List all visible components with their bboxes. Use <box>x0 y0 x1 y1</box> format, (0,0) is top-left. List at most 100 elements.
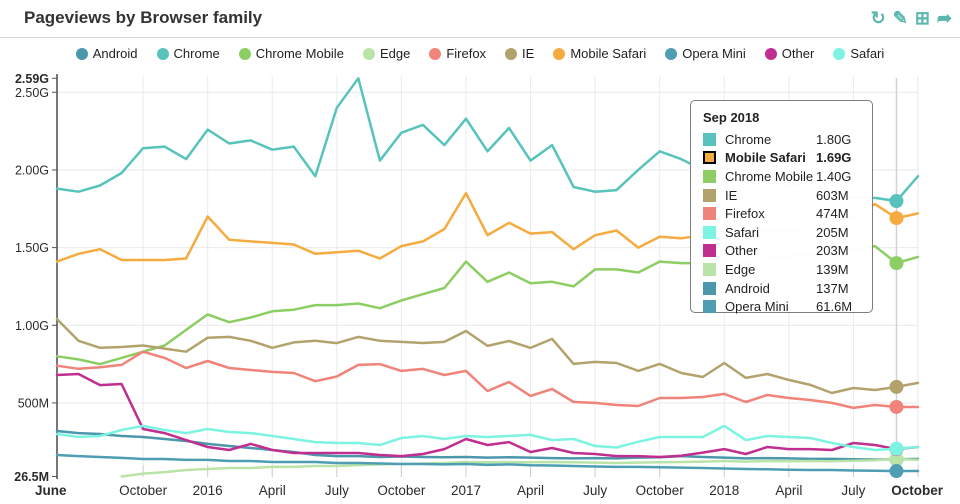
chart-toolbar: ↻ ✎ ⊞ ➦ <box>871 8 952 28</box>
legend-item-other[interactable]: Other <box>764 46 815 61</box>
hover-marker-edge <box>889 452 904 467</box>
legend-dot-ie <box>505 47 518 60</box>
x-axis-label: July <box>325 483 349 498</box>
chart-legend: Android Chrome Chrome Mobile Edge Firefox IE M… <box>0 46 960 61</box>
legend-item-chrome[interactable]: Chrome <box>156 46 220 61</box>
tooltip-title: Sep 2018 <box>703 110 760 125</box>
legend-item-ie[interactable]: IE <box>505 46 534 61</box>
x-axis-label: July <box>583 483 607 498</box>
x-axis-label: 2017 <box>451 483 481 498</box>
legend-label: Chrome <box>173 46 220 61</box>
tooltip-series-name: Chrome <box>725 131 772 147</box>
x-axis-label: June <box>35 483 67 498</box>
y-axis-label: 500M <box>18 396 49 410</box>
legend-dot-safari <box>833 47 846 60</box>
hover-marker-ie <box>889 379 904 394</box>
legend-item-firefox[interactable]: Firefox <box>429 46 486 61</box>
legend-dot-mobile-safari <box>553 47 566 60</box>
legend-dot-firefox <box>429 47 442 60</box>
tooltip-series-value: 139M <box>816 261 849 277</box>
legend-label: Mobile Safari <box>570 46 647 61</box>
legend-label: Chrome Mobile <box>255 46 344 61</box>
legend-label: Edge <box>379 46 411 61</box>
tooltip-swatch-edge <box>703 262 716 276</box>
x-axis-label: October <box>377 483 426 498</box>
legend-item-edge[interactable]: Edge <box>362 46 411 61</box>
legend-dot-chrome <box>156 47 169 60</box>
title-divider <box>0 37 960 38</box>
series-line-safari <box>55 424 920 452</box>
tooltip-series-name: IE <box>725 187 738 203</box>
legend-item-android[interactable]: Android <box>75 46 138 61</box>
tooltip-series-name: Android <box>725 280 770 296</box>
legend-dot-chrome-mobile <box>238 47 251 60</box>
series-line-other <box>55 372 920 459</box>
edit-pencil-icon[interactable]: ✎ <box>892 8 908 28</box>
y-axis-label: 2.50G <box>15 86 49 100</box>
series-line-firefox <box>55 350 920 410</box>
series-line-ie <box>55 317 920 395</box>
tooltip-series-value: 137M <box>816 280 849 296</box>
tooltip-series-name: Opera Mini <box>725 299 789 315</box>
tooltip-swatch-ie <box>703 188 716 202</box>
legend-dot-android <box>75 47 88 60</box>
data-table-icon[interactable]: ⊞ <box>914 8 930 28</box>
tooltip-swatch-firefox <box>703 207 716 221</box>
y-axis-label: 2.00G <box>15 163 49 177</box>
hover-marker-chrome <box>889 194 904 209</box>
series-line-opera-mini <box>55 453 920 473</box>
tooltip-row-chrome-mobile: Chrome Mobile 1.40G <box>701 167 862 186</box>
tooltip-series-name: Edge <box>725 261 756 277</box>
x-axis-label: April <box>259 483 286 498</box>
hover-marker-opera-mini <box>889 464 904 479</box>
tooltip-row-safari: Safari 205M <box>701 223 862 242</box>
legend-item-safari[interactable]: Safari <box>833 46 884 61</box>
legend-label: Opera Mini <box>682 46 746 61</box>
tooltip-row-chrome: Chrome 1.80G <box>701 130 862 149</box>
x-axis-label: 2016 <box>193 483 223 498</box>
tooltip-series-name: Firefox <box>725 206 765 222</box>
tooltip-swatch-chrome-mobile <box>703 169 716 183</box>
tooltip-series-value: 603M <box>816 187 849 203</box>
hover-marker-firefox <box>889 399 904 414</box>
page-title: Pageviews by Browser family <box>24 8 263 27</box>
tooltip-series-name: Mobile Safari <box>725 150 806 166</box>
series-line-edge <box>120 457 920 478</box>
tooltip-series-value: 1.69G <box>816 150 852 166</box>
legend-item-opera-mini[interactable]: Opera Mini <box>665 46 746 61</box>
tooltip-row-opera-mini: Opera Mini 61.6M <box>701 297 862 316</box>
tooltip-swatch-android <box>703 281 716 295</box>
tooltip-series-value: 203M <box>816 243 849 259</box>
series-line-android <box>55 429 920 461</box>
hover-marker-safari <box>889 441 904 456</box>
hover-marker-chrome-mobile <box>889 256 904 271</box>
tooltip-row-other: Other 203M <box>701 242 862 261</box>
tooltip-row-android: Android 137M <box>701 279 862 298</box>
y-axis-label: 26.5M <box>14 470 49 484</box>
refresh-icon[interactable]: ↻ <box>870 8 886 28</box>
tooltip-series-value: 1.40G <box>816 168 852 184</box>
hover-marker-mobile-safari <box>889 211 904 226</box>
x-axis-label: October <box>891 483 944 498</box>
x-axis-label: 2018 <box>709 483 739 498</box>
share-icon[interactable]: ➦ <box>936 8 952 28</box>
tooltip-series-value: 205M <box>816 224 849 240</box>
tooltip-row-mobile-safari: Mobile Safari 1.69G <box>701 149 862 168</box>
legend-label: IE <box>522 46 535 61</box>
legend-label: Safari <box>850 46 885 61</box>
hover-tooltip: Sep 2018 Chrome 1.80G Mobile Safari 1.69G Ch… <box>690 100 873 316</box>
legend-dot-other <box>764 47 777 60</box>
legend-item-chrome-mobile[interactable]: Chrome Mobile <box>238 46 344 61</box>
legend-item-mobile-safari[interactable]: Mobile Safari <box>553 46 646 61</box>
x-axis-label: July <box>841 483 865 498</box>
y-axis-label: 1.00G <box>15 319 49 333</box>
legend-label: Android <box>92 46 138 61</box>
tooltip-row-firefox: Firefox 474M <box>701 204 862 223</box>
x-axis-label: October <box>119 483 168 498</box>
tooltip-series-value: 61.6M <box>816 299 853 315</box>
tooltip-series-value: 1.80G <box>816 131 852 147</box>
tooltip-series-name: Chrome Mobile <box>725 168 814 184</box>
tooltip-series-name: Other <box>725 243 758 259</box>
legend-label: Other <box>781 46 815 61</box>
tooltip-row-edge: Edge 139M <box>701 260 862 279</box>
